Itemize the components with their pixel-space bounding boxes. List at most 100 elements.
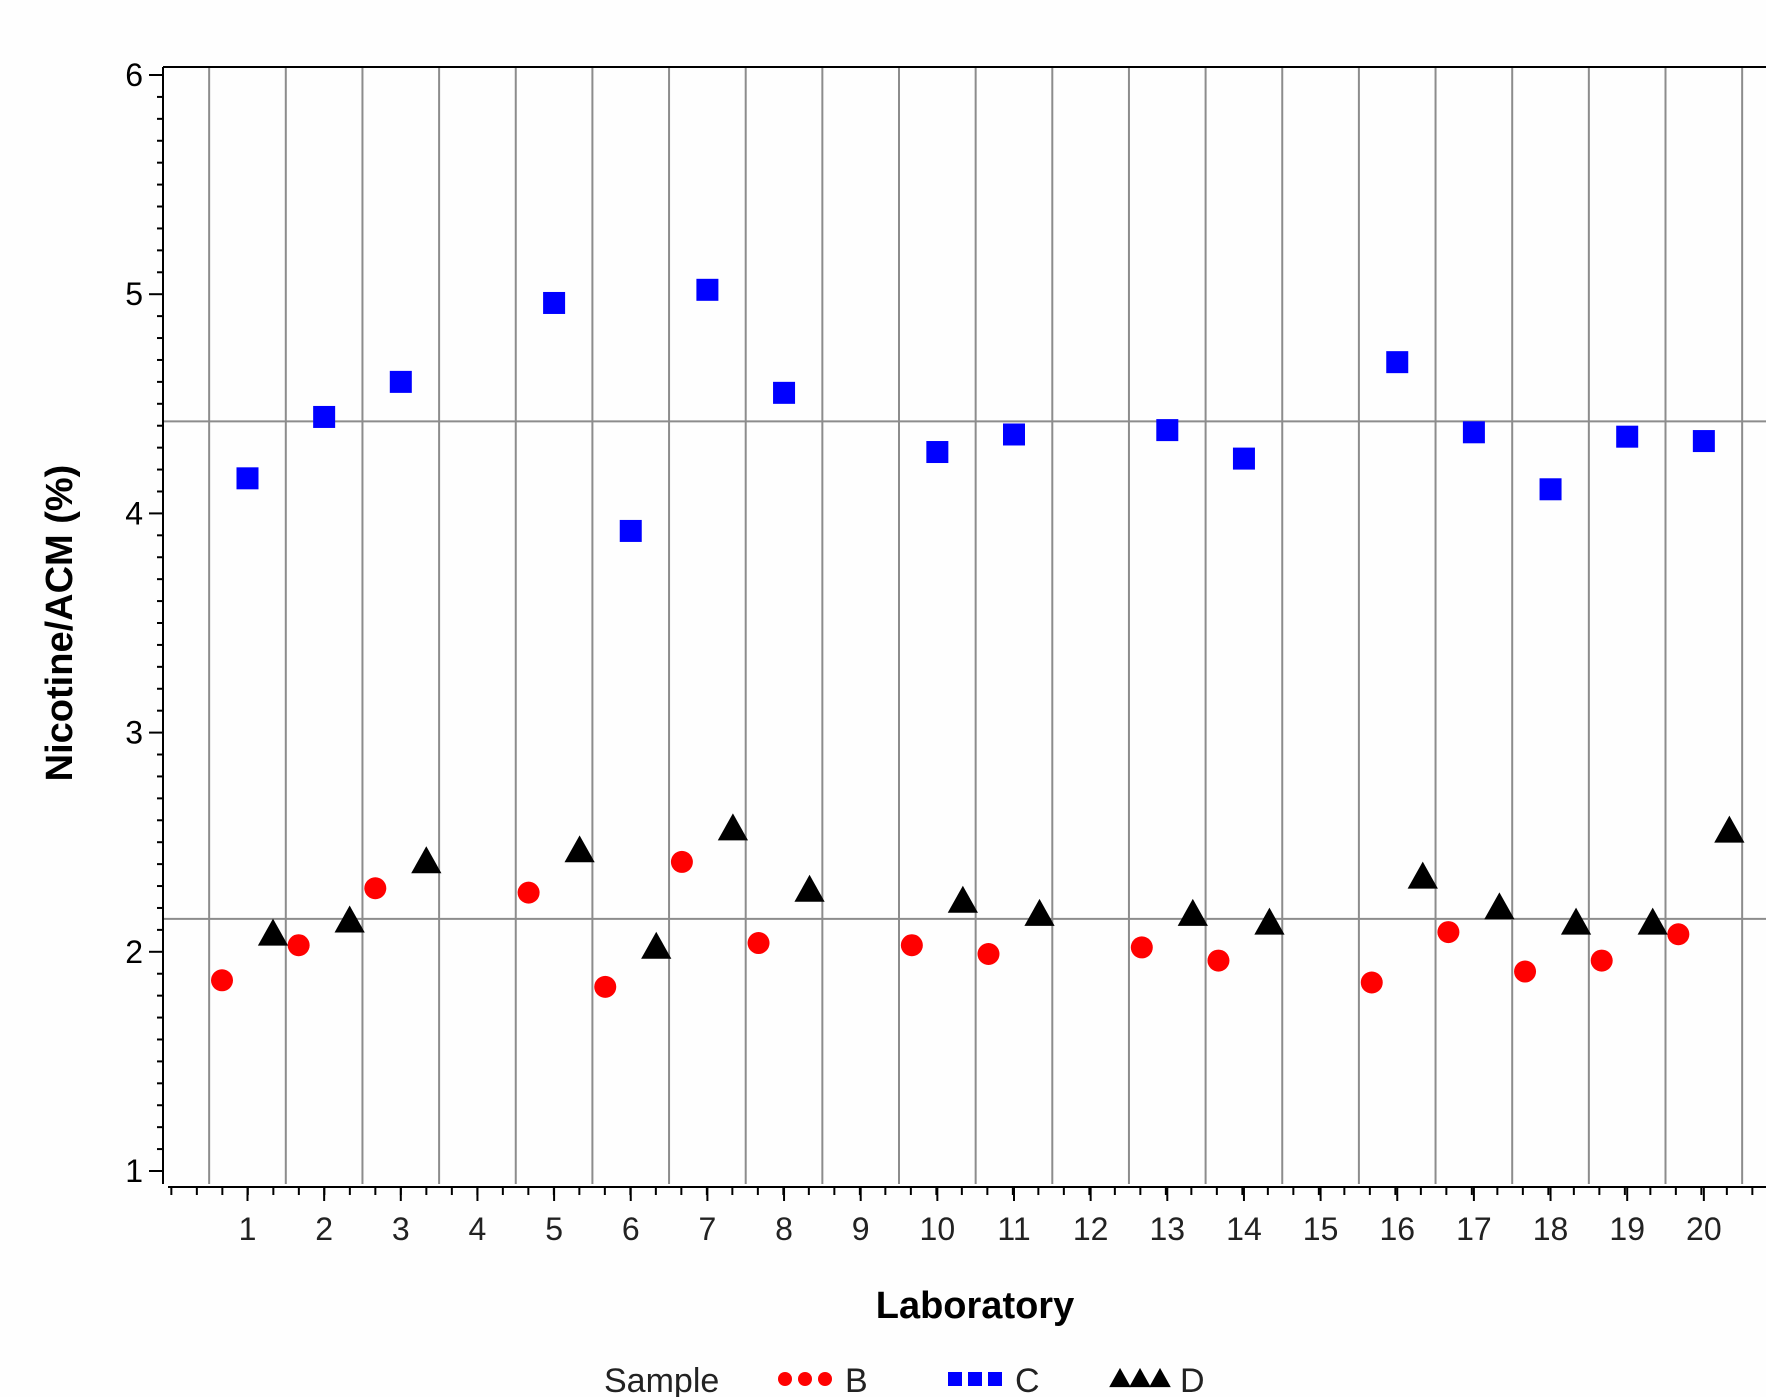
legend-label-d: D (1180, 1362, 1205, 1397)
data-point-c (313, 405, 336, 428)
legend-marker-d (1129, 1367, 1151, 1388)
x-tick-label: 18 (1533, 1211, 1569, 1247)
y-tick-label: 5 (125, 276, 143, 312)
data-point-d (794, 874, 825, 902)
x-tick-label: 8 (775, 1211, 793, 1247)
data-point-b (747, 932, 770, 955)
data-point-d (564, 835, 595, 863)
data-point-d (334, 905, 365, 933)
x-tick-label: 9 (852, 1211, 870, 1247)
data-point-b (211, 969, 233, 992)
y-axis-title: Nicotine/ACM (%) (39, 465, 81, 782)
data-point-d (641, 931, 672, 959)
x-tick-label: 19 (1609, 1211, 1645, 1247)
data-point-c (1692, 430, 1715, 453)
series-D (257, 813, 1745, 959)
legend-entries: B C D (778, 1362, 1205, 1397)
data-point-b (1207, 949, 1230, 972)
x-tick-label: 3 (392, 1211, 410, 1247)
data-point-b (287, 934, 310, 957)
data-point-c (236, 467, 259, 490)
data-point-b (1590, 949, 1613, 972)
data-point-b (977, 942, 1000, 965)
y-tick-label: 1 (125, 1153, 143, 1189)
data-point-b (364, 877, 387, 900)
legend: Sample B C D (604, 1362, 1205, 1397)
x-tick-label: 4 (469, 1211, 487, 1247)
data-point-b (1437, 921, 1460, 944)
data-point-b (594, 975, 617, 998)
data-point-d (1637, 907, 1668, 935)
series-B (211, 850, 1690, 998)
series-C (236, 278, 1715, 542)
y-tick-label: 2 (125, 934, 143, 970)
legend-entry-b: B (778, 1362, 868, 1397)
grid-layer (163, 67, 1766, 1184)
data-marks (211, 278, 1745, 998)
x-tick-label: 16 (1379, 1211, 1415, 1247)
data-point-c (1003, 423, 1025, 446)
x-tick-label: 10 (920, 1211, 956, 1247)
x-tick-label: 14 (1226, 1211, 1262, 1247)
x-tick-label: 15 (1303, 1211, 1339, 1247)
data-point-c (696, 278, 719, 301)
legend-title: Sample (604, 1362, 719, 1397)
data-point-d (1484, 892, 1515, 920)
data-point-c (1232, 447, 1255, 470)
data-point-c (773, 381, 796, 404)
data-point-c (543, 291, 566, 314)
data-point-d (1024, 898, 1055, 926)
x-tick-label: 5 (545, 1211, 563, 1247)
legend-marker-d (1149, 1367, 1171, 1388)
data-point-b (1130, 936, 1153, 959)
legend-marker-c (988, 1372, 1002, 1386)
x-axis-title: Laboratory (876, 1285, 1074, 1327)
data-point-c (1462, 421, 1485, 444)
data-point-c (926, 441, 949, 464)
x-tick-label: 7 (699, 1211, 717, 1247)
data-point-c (1386, 351, 1409, 374)
data-point-b (900, 934, 923, 957)
data-point-d (1560, 907, 1592, 935)
legend-marker-c (968, 1372, 982, 1386)
data-point-d (1254, 907, 1285, 935)
legend-marker-b (778, 1372, 792, 1386)
x-tick-label: 12 (1073, 1211, 1109, 1247)
data-point-b (1667, 923, 1690, 946)
y-tick-label: 3 (125, 715, 143, 751)
legend-marker-d (1109, 1367, 1131, 1388)
x-tick-label: 1 (239, 1211, 257, 1247)
y-tick-label: 6 (125, 57, 143, 93)
data-point-b (670, 850, 693, 873)
data-point-d (1714, 815, 1745, 843)
data-point-c (1539, 478, 1562, 501)
data-point-d (717, 813, 749, 841)
legend-label-c: C (1015, 1362, 1040, 1397)
x-tick-label: 17 (1456, 1211, 1492, 1247)
legend-entry-d: D (1109, 1362, 1205, 1397)
data-point-c (619, 519, 642, 542)
legend-label-b: B (845, 1362, 868, 1397)
x-tick-label: 2 (315, 1211, 333, 1247)
data-point-b (1360, 971, 1383, 994)
x-tick-label: 11 (997, 1211, 1030, 1247)
legend-entry-c: C (948, 1362, 1040, 1397)
data-point-d (947, 885, 978, 913)
data-point-c (1156, 419, 1179, 442)
x-tick-label: 13 (1150, 1211, 1186, 1247)
data-point-d (257, 918, 289, 946)
data-point-d (411, 846, 442, 874)
legend-marker-c (948, 1372, 962, 1386)
x-tick-label: 20 (1686, 1211, 1722, 1247)
x-tick-label: 6 (622, 1211, 640, 1247)
legend-marker-b (798, 1372, 812, 1386)
data-point-c (389, 370, 412, 393)
data-point-d (1407, 861, 1438, 889)
y-tick-label: 4 (125, 495, 143, 531)
data-point-d (1177, 898, 1208, 926)
data-point-c (1616, 425, 1639, 448)
data-point-b (517, 881, 540, 904)
legend-marker-b (818, 1372, 832, 1386)
